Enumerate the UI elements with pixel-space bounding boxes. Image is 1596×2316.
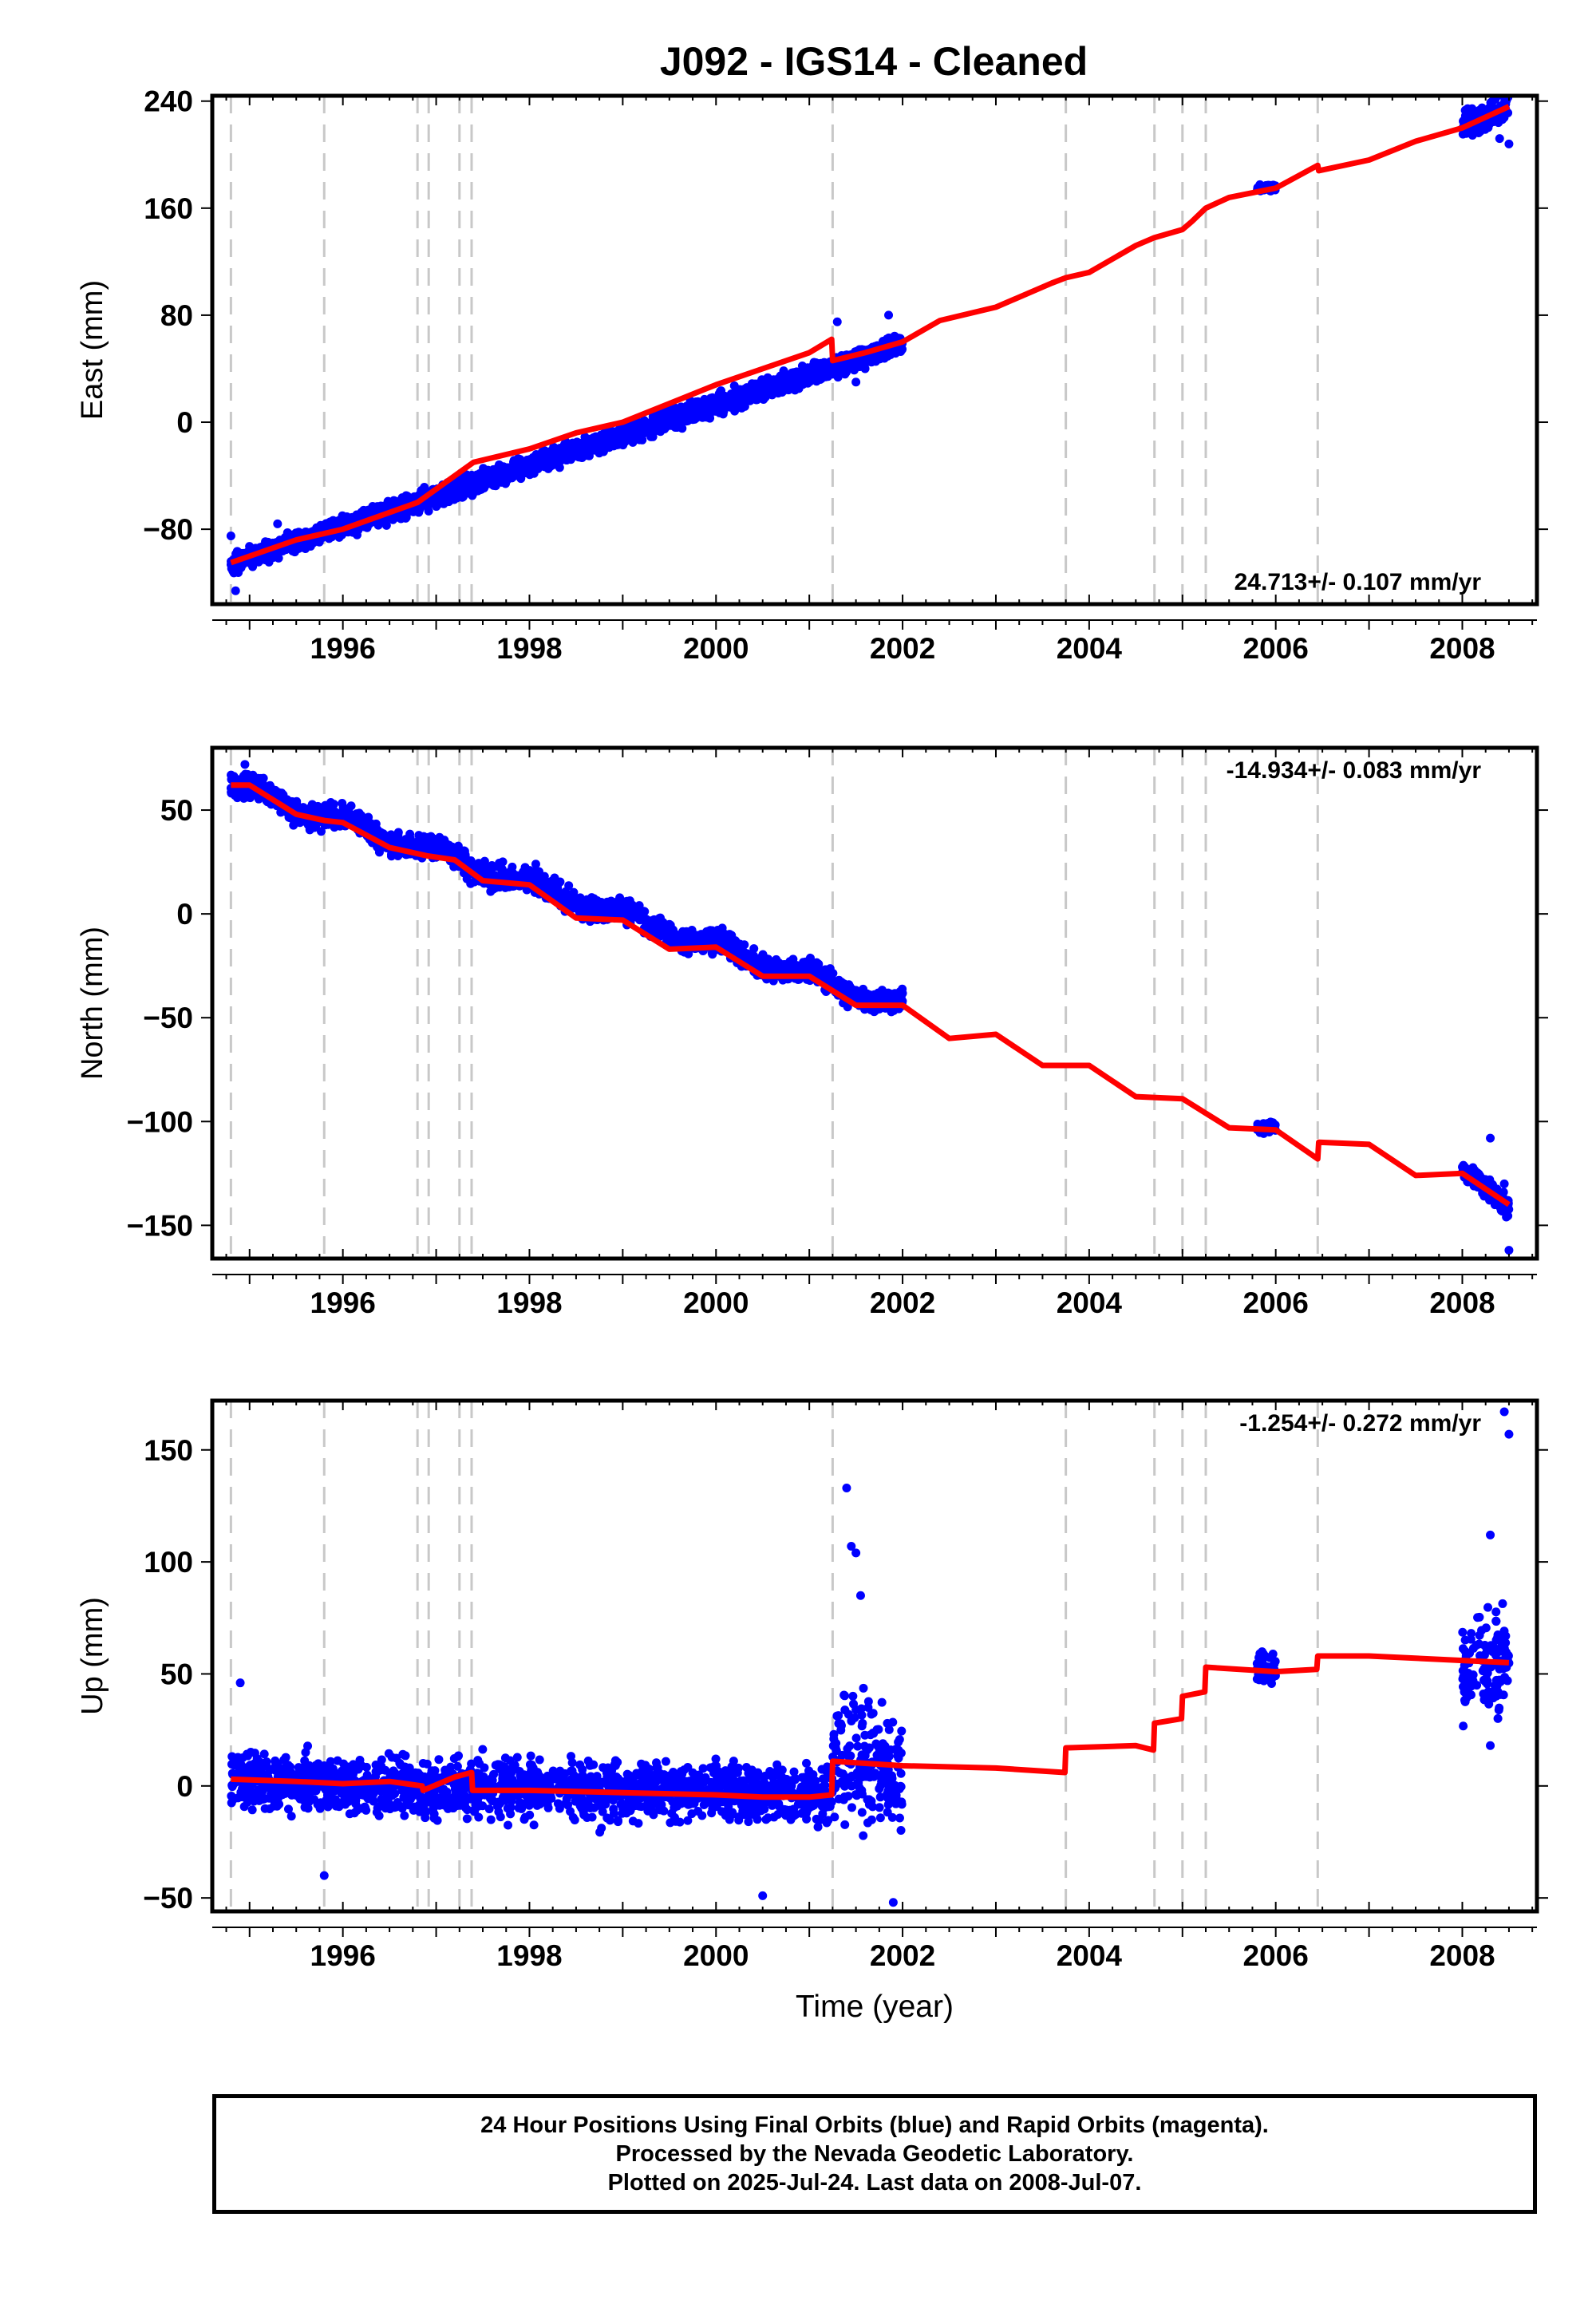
data-point [354,511,364,520]
data-point [678,424,687,433]
data-point [668,412,678,421]
x-tick-label: 1996 [310,632,376,665]
x-tick-label: 2000 [683,632,749,665]
data-point [466,487,476,496]
data-point [678,407,687,417]
data-point [650,423,659,433]
data-point [775,376,784,385]
data-point [288,546,298,555]
data-point [531,460,540,469]
x-tick-label: 2002 [870,632,935,665]
data-point [1504,139,1514,148]
data-point [735,385,745,394]
x-tick-label: 1998 [496,632,562,665]
data-point [635,426,645,436]
data-point [602,429,612,439]
data-point [227,564,236,574]
data-point [405,493,414,503]
data-point [424,506,433,516]
plot-frame [210,93,1539,607]
data-point [790,376,800,385]
data-point [592,438,602,448]
data-point [705,413,715,423]
data-point [622,430,632,440]
data-point [504,472,513,482]
y-tick-label: 80 [160,299,193,332]
data-point [1489,117,1499,127]
data-point [231,586,240,595]
data-point [642,418,652,428]
data-point [273,519,282,528]
data-point [737,403,746,413]
data-point [763,375,772,385]
y-tick-label: −80 [143,513,193,546]
y-tick-label: 0 [176,406,193,439]
data-point [657,418,666,428]
data-point [454,485,464,495]
data-point [477,481,487,491]
y-tick-label: 160 [144,192,193,225]
data-point [537,456,547,465]
data-point [690,409,700,418]
data-point [784,376,793,385]
data-point [615,428,625,437]
data-point [812,362,822,372]
data-point [564,881,574,891]
data-point [649,413,658,422]
data-point [648,432,658,441]
data-point [427,495,437,504]
data-point [1495,134,1504,144]
data-point [480,466,490,476]
data-point [719,393,729,402]
y-tick-label: 240 [144,85,193,118]
data-point [832,317,842,326]
data-point [472,470,482,480]
data-point [381,520,391,530]
data-point [567,442,576,452]
data-point [316,827,326,836]
data-point [604,443,614,453]
panel-east: 1996 1998 2000 2002 2004 2006 2008 −80 0 80 160 240… [76,85,1548,665]
data-point [326,518,335,528]
data-point [547,453,556,463]
x-tick-label: 2006 [1243,632,1309,665]
data-point [701,396,710,405]
data-point [579,445,589,455]
data-point [456,478,465,488]
x-tick-label: 2008 [1429,632,1495,665]
data-point [700,405,709,415]
data-point [333,520,342,529]
rate-label: 24.713+/- 0.107 mm/yr [1235,569,1482,595]
data-point [464,478,474,488]
data-point [804,366,814,376]
data-point [443,484,452,494]
panel-north: 1996 1998 2000 2002 2004 2006 2008−150−100−500… [76,745,1548,1319]
data-point [554,453,563,462]
data-point [261,537,271,547]
data-point [1468,109,1477,118]
data-point [338,799,347,808]
data-point [226,532,235,541]
data-point [727,392,737,401]
data-point [1460,116,1469,125]
data-point [489,468,499,478]
chart-title: J092 - IGS14 - Cleaned [660,39,1088,84]
data-point [749,944,759,954]
data-point [748,387,757,397]
data-point [670,420,679,429]
data-point [884,310,894,320]
y-axis-label: East (mm) [76,280,109,420]
data-point [1484,104,1494,113]
data-point [523,467,533,476]
model-fit-line [230,104,1511,566]
data-point [390,500,400,509]
x-tick-label: 2004 [1057,632,1123,665]
data-point [514,455,523,464]
data-point [755,387,764,397]
data-point [566,455,575,464]
data-point [851,377,861,387]
